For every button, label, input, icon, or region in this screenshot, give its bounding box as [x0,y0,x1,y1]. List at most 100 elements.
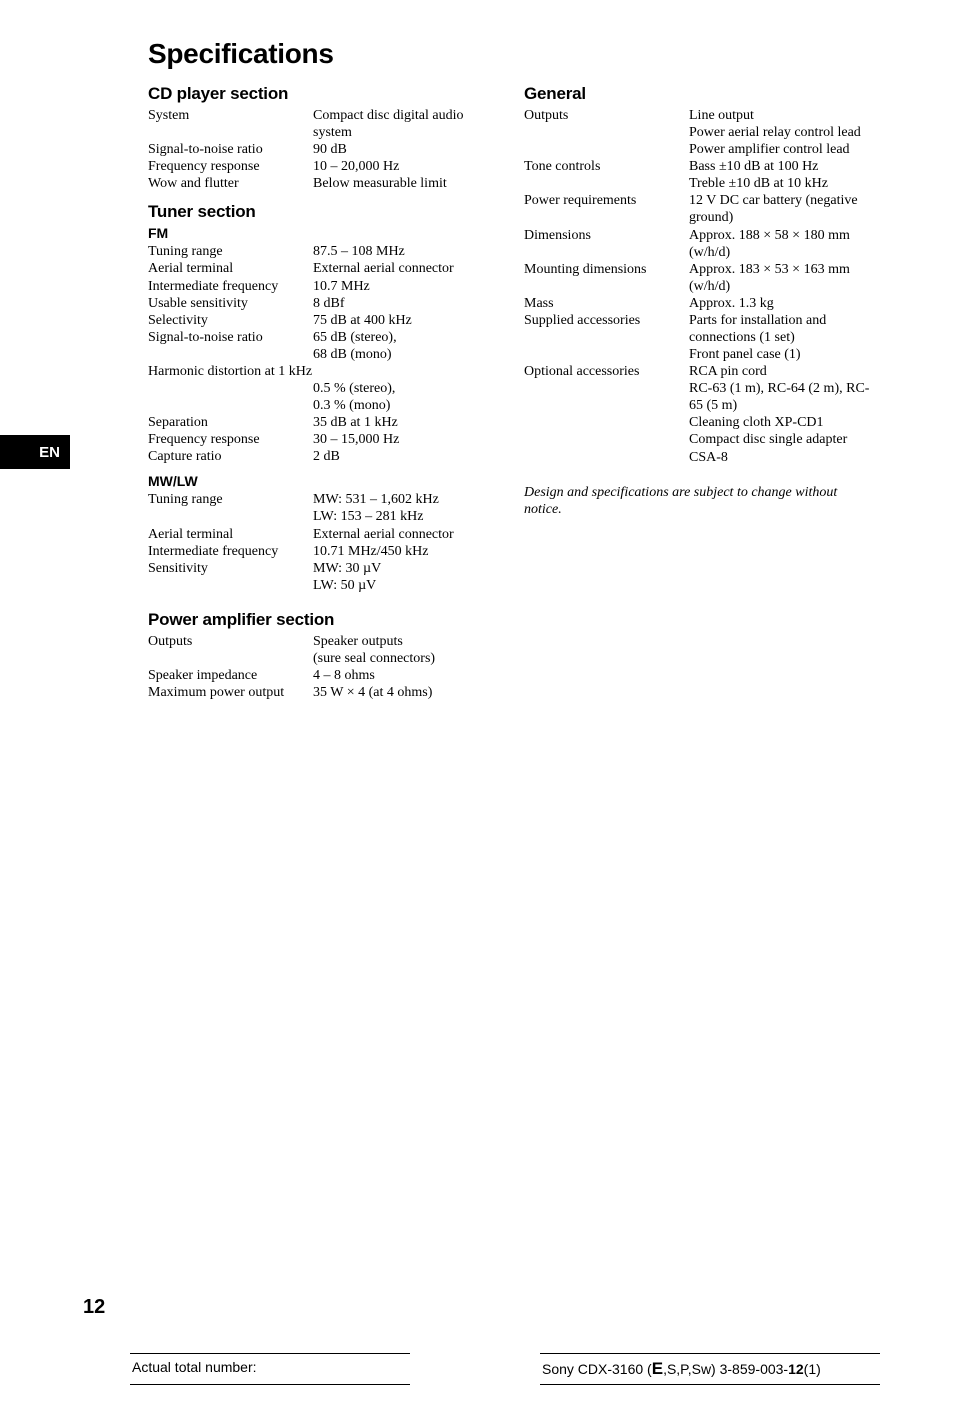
spec-row: Selectivity75 dB at 400 kHz [148,312,496,329]
spec-label: Dimensions [524,227,689,261]
spec-value: Bass ±10 dB at 100 Hz Treble ±10 dB at 1… [689,158,872,192]
spec-row: Capture ratio2 dB [148,448,496,465]
spec-value: 4 – 8 ohms [313,667,496,684]
page-number: 12 [83,1296,105,1319]
spec-row: Tuning rangeMW: 531 – 1,602 kHz LW: 153 … [148,491,496,525]
spec-label: Speaker impedance [148,667,313,684]
spec-row: Wow and flutterBelow measurable limit [148,175,496,192]
footer-right-bold2: 12 [788,1361,804,1377]
spec-label: Mounting dimensions [524,261,689,295]
spec-label: Tone controls [524,158,689,192]
general-rows: OutputsLine output Power aerial relay co… [524,107,872,466]
spec-label: Wow and flutter [148,175,313,192]
spec-row: Harmonic distortion at 1 kHz [148,363,496,380]
spec-row: Supplied accessoriesParts for installati… [524,312,872,363]
spec-label: Intermediate frequency [148,278,313,295]
spec-label: Optional accessories [524,363,689,465]
spec-value: Line output Power aerial relay control l… [689,107,872,158]
amp-heading: Power amplifier section [148,610,496,630]
spec-value: RCA pin cord RC-63 (1 m), RC-64 (2 m), R… [689,363,872,465]
footer: Actual total number: Sony CDX-3160 (E,S,… [130,1353,880,1385]
spec-label: Mass [524,295,689,312]
spec-row: Frequency response30 – 15,000 Hz [148,431,496,448]
spec-row: Signal-to-noise ratio90 dB [148,141,496,158]
spec-row: Intermediate frequency10.71 MHz/450 kHz [148,543,496,560]
spec-row: 0.5 % (stereo), 0.3 % (mono) [148,380,496,414]
spec-label: Aerial terminal [148,260,313,277]
spec-row: Speaker impedance4 – 8 ohms [148,667,496,684]
footer-right-suffix: (1) [804,1361,821,1377]
page-body: Specifications CD player section SystemC… [0,0,960,701]
spec-label: Intermediate frequency [148,543,313,560]
spec-row: Aerial terminalExternal aerial connector [148,260,496,277]
spec-value: Approx. 188 × 58 × 180 mm (w/h/d) [689,227,872,261]
spec-label: Harmonic distortion at 1 kHz [148,363,496,380]
language-tab: EN [0,435,70,469]
general-heading: General [524,84,872,104]
spec-label: Tuning range [148,243,313,260]
spec-row: SystemCompact disc digital audio system [148,107,496,141]
spec-label: Aerial terminal [148,526,313,543]
spec-value: 10.71 MHz/450 kHz [313,543,496,560]
spec-label [148,380,313,414]
spec-row: Signal-to-noise ratio65 dB (stereo), 68 … [148,329,496,363]
spec-value: Approx. 1.3 kg [689,295,872,312]
spec-value: MW: 30 µV LW: 50 µV [313,560,496,594]
spec-value: Parts for installation and connections (… [689,312,872,363]
spec-label: Separation [148,414,313,431]
amp-rows: OutputsSpeaker outputs (sure seal connec… [148,633,496,701]
spec-row: Separation35 dB at 1 kHz [148,414,496,431]
spec-value: 35 W × 4 (at 4 ohms) [313,684,496,701]
spec-value: 2 dB [313,448,496,465]
spec-value: Compact disc digital audio system [313,107,496,141]
spec-row: Usable sensitivity8 dBf [148,295,496,312]
spec-label: Frequency response [148,431,313,448]
spec-value: 8 dBf [313,295,496,312]
right-column: General OutputsLine output Power aerial … [524,84,872,701]
left-column: CD player section SystemCompact disc dig… [148,84,496,701]
spec-value: 30 – 15,000 Hz [313,431,496,448]
page-title: Specifications [148,38,880,70]
spec-value: 35 dB at 1 kHz [313,414,496,431]
spec-label: Outputs [148,633,313,667]
spec-value: 0.5 % (stereo), 0.3 % (mono) [313,380,496,414]
fm-heading: FM [148,225,496,241]
footer-left: Actual total number: [130,1353,410,1385]
spec-row: OutputsLine output Power aerial relay co… [524,107,872,158]
spec-label: Usable sensitivity [148,295,313,312]
spec-row: Tuning range87.5 – 108 MHz [148,243,496,260]
spec-row: Power requirements12 V DC car battery (n… [524,192,872,226]
spec-row: Mounting dimensionsApprox. 183 × 53 × 16… [524,261,872,295]
spec-label: Outputs [524,107,689,158]
spec-label: Supplied accessories [524,312,689,363]
footer-right-mid: ,S,P,Sw) 3-859-003- [663,1361,788,1377]
cd-rows: SystemCompact disc digital audio systemS… [148,107,496,192]
spec-row: DimensionsApprox. 188 × 58 × 180 mm (w/h… [524,227,872,261]
spec-value: 10 – 20,000 Hz [313,158,496,175]
spec-value: MW: 531 – 1,602 kHz LW: 153 – 281 kHz [313,491,496,525]
spec-value: External aerial connector [313,526,496,543]
spec-label: Maximum power output [148,684,313,701]
spec-row: Optional accessoriesRCA pin cord RC-63 (… [524,363,872,465]
spec-label: Signal-to-noise ratio [148,141,313,158]
mwlw-heading: MW/LW [148,473,496,489]
spec-label: Sensitivity [148,560,313,594]
spec-value: 10.7 MHz [313,278,496,295]
spec-row: SensitivityMW: 30 µV LW: 50 µV [148,560,496,594]
cd-heading: CD player section [148,84,496,104]
spec-row: Frequency response10 – 20,000 Hz [148,158,496,175]
spec-value: 90 dB [313,141,496,158]
spec-row: Maximum power output35 W × 4 (at 4 ohms) [148,684,496,701]
spec-label: Frequency response [148,158,313,175]
spec-value: 65 dB (stereo), 68 dB (mono) [313,329,496,363]
spec-label: Tuning range [148,491,313,525]
spec-row: Intermediate frequency10.7 MHz [148,278,496,295]
spec-row: Tone controlsBass ±10 dB at 100 Hz Trebl… [524,158,872,192]
spec-value: 87.5 – 108 MHz [313,243,496,260]
spec-value: 75 dB at 400 kHz [313,312,496,329]
spec-row: MassApprox. 1.3 kg [524,295,872,312]
spec-label: Power requirements [524,192,689,226]
spec-label: Signal-to-noise ratio [148,329,313,363]
content-columns: CD player section SystemCompact disc dig… [148,84,880,701]
spec-value: External aerial connector [313,260,496,277]
